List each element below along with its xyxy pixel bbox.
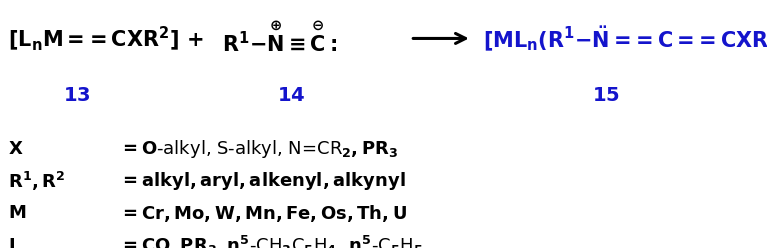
Text: $\mathbf{= CO, PR_3, \eta^5\text{-CH}_3\text{C}_5\text{H}_4\mathbf{,}\ \eta^5\te: $\mathbf{= CO, PR_3, \eta^5\text{-CH}_3\… (119, 233, 423, 248)
Text: $\mathbf{R^1{\boldsymbol{-}}\overset{\oplus}{N}{\boldsymbol{\equiv}}\overset{\om: $\mathbf{R^1{\boldsymbol{-}}\overset{\op… (222, 21, 337, 56)
Text: $\mathbf{M}$: $\mathbf{M}$ (8, 204, 26, 222)
Text: $\mathbf{= alkyl, aryl, alkenyl, alkynyl}$: $\mathbf{= alkyl, aryl, alkenyl, alkynyl… (119, 170, 406, 192)
Text: $\mathbf{15}$: $\mathbf{15}$ (592, 86, 620, 105)
Text: $\mathbf{R^1, R^2}$: $\mathbf{R^1, R^2}$ (8, 169, 65, 193)
Text: $\mathbf{[ML_n(R^1{\boldsymbol{-}}\ddot{N}{\boldsymbol{=\!=}}C{\boldsymbol{=\!=}: $\mathbf{[ML_n(R^1{\boldsymbol{-}}\ddot{… (483, 24, 767, 53)
Text: $\mathbf{= O\text{-alkyl, S-alkyl, N=CR}_2\mathbf{, PR}_3}$: $\mathbf{= O\text{-alkyl, S-alkyl, N=CR}… (119, 138, 398, 160)
Text: $\mathbf{X}$: $\mathbf{X}$ (8, 140, 23, 158)
Text: $\mathbf{[L_nM{\boldsymbol{=\!=}}CXR^2]\,+}$: $\mathbf{[L_nM{\boldsymbol{=\!=}}CXR^2]\… (8, 24, 203, 53)
Text: $\mathbf{L}$: $\mathbf{L}$ (8, 237, 21, 248)
Text: $\mathbf{14}$: $\mathbf{14}$ (278, 86, 305, 105)
Text: $\mathbf{13}$: $\mathbf{13}$ (63, 86, 91, 105)
Text: $\mathbf{= Cr, Mo, W, Mn, Fe, Os, Th, U}$: $\mathbf{= Cr, Mo, W, Mn, Fe, Os, Th, U}… (119, 203, 407, 224)
